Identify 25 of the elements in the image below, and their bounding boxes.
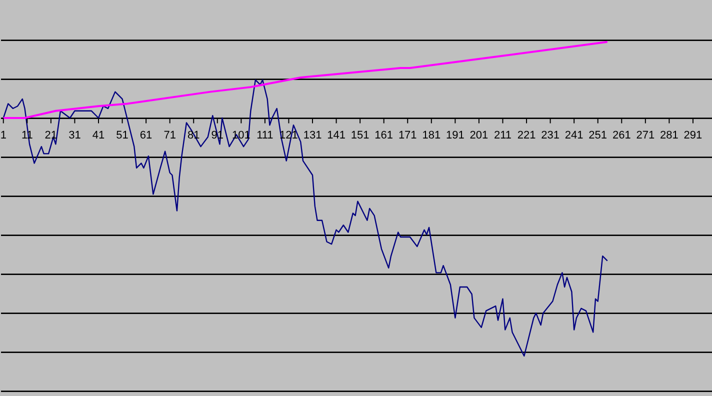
x-tick-label: 141 [327, 129, 346, 142]
x-tick-label: 21 [44, 129, 58, 142]
x-tick-label: 271 [636, 129, 655, 142]
x-tick-label: 41 [92, 129, 105, 142]
x-tick-label: 181 [422, 129, 441, 142]
x-tick-label: 111 [256, 129, 274, 142]
x-tick-label: 201 [470, 129, 488, 142]
x-tick-label: 151 [350, 129, 370, 142]
x-tick-label: 161 [374, 129, 394, 142]
x-tick-label: 51 [116, 129, 128, 142]
x-tick-label: 251 [588, 129, 608, 142]
x-tick-label: 211 [494, 129, 512, 142]
x-tick-label: 281 [660, 129, 678, 142]
x-tick-label: 71 [164, 129, 176, 142]
x-tick-label: 1 [0, 129, 6, 142]
x-tick-label: 61 [140, 129, 152, 142]
x-tick-label: 171 [398, 129, 417, 142]
x-tick-label: 241 [564, 129, 584, 142]
x-tick-label: 231 [541, 129, 560, 142]
x-tick-label: 131 [303, 129, 322, 142]
x-tick-label: 191 [446, 129, 464, 142]
x-tick-label: 291 [684, 129, 702, 142]
x-tick-label: 31 [68, 129, 81, 142]
x-tick-label: 261 [612, 129, 631, 142]
x-tick-label: 221 [517, 129, 536, 142]
